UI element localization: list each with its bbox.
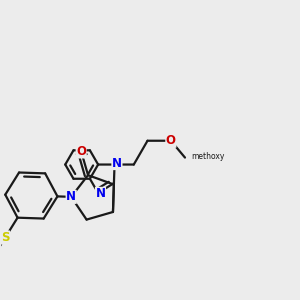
Text: N: N (66, 190, 76, 203)
Text: N: N (95, 188, 106, 200)
Text: S: S (1, 231, 10, 244)
Text: methoxy: methoxy (192, 152, 225, 161)
Text: O: O (166, 134, 176, 147)
Text: N: N (112, 157, 122, 169)
Text: O: O (76, 145, 86, 158)
